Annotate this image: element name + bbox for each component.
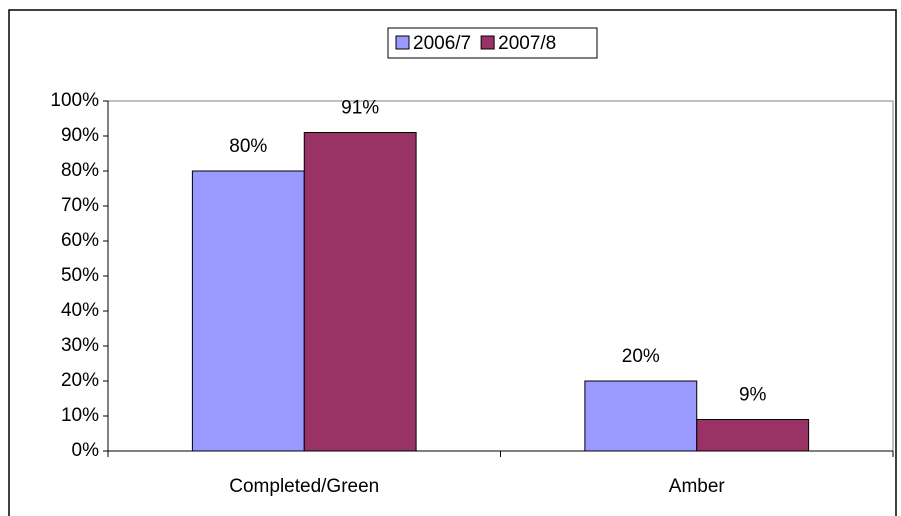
bar — [303, 132, 417, 452]
x-tick-label: Amber — [669, 476, 726, 497]
y-tick-label: 80% — [61, 160, 99, 181]
y-tick-label: 70% — [61, 195, 99, 216]
legend-label: 2006/7 — [413, 33, 471, 54]
y-tick-label: 100% — [50, 90, 99, 111]
value-label: 91% — [341, 98, 379, 119]
value-label: 80% — [229, 136, 267, 157]
y-tick-label: 30% — [61, 335, 99, 356]
x-tick-label: Completed/Green — [229, 476, 379, 497]
y-tick-label: 90% — [61, 125, 99, 146]
legend-swatch — [480, 35, 495, 50]
y-tick-label: 60% — [61, 230, 99, 251]
y-tick-label: 50% — [61, 265, 99, 286]
bar — [696, 419, 810, 452]
y-tick-label: 10% — [61, 405, 99, 426]
y-tick-label: 40% — [61, 300, 99, 321]
value-label: 9% — [739, 385, 767, 406]
bar — [191, 170, 305, 452]
legend-label: 2007/8 — [498, 33, 556, 54]
y-tick-label: 0% — [72, 440, 100, 461]
legend-swatch — [395, 35, 410, 50]
y-tick-label: 20% — [61, 370, 99, 391]
value-label: 20% — [622, 346, 660, 367]
bar — [584, 380, 698, 452]
